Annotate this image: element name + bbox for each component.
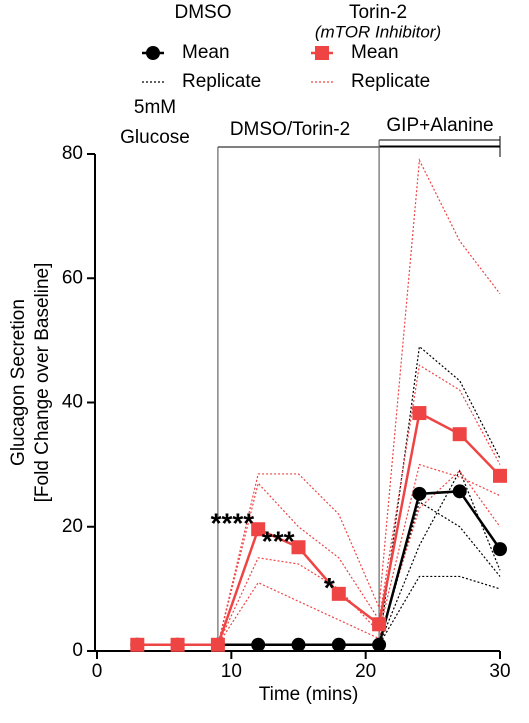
- y-tick-label: 40: [62, 392, 83, 413]
- x-axis-title: Time (mins): [259, 684, 359, 705]
- replicate-line: [137, 500, 501, 646]
- y-tick-label: 60: [62, 267, 83, 288]
- x-tick-label: 30: [489, 661, 510, 682]
- mean-line: [137, 490, 502, 647]
- mean-marker: [412, 406, 427, 421]
- mean-marker: [291, 637, 306, 652]
- legend-marker: [146, 46, 160, 60]
- mean-marker: [210, 637, 225, 652]
- replicate-line: [137, 364, 501, 646]
- mean-marker: [251, 637, 266, 652]
- legend-subtitle: (mTOR Inhibitor): [315, 22, 441, 41]
- mean-marker: [130, 637, 145, 652]
- significance-marker: ***: [262, 526, 295, 557]
- x-tick-label: 20: [355, 661, 376, 682]
- mean-marker: [493, 468, 507, 483]
- mean-line: [137, 411, 501, 647]
- legend-label: Replicate: [182, 71, 261, 92]
- y-tick-label: 80: [62, 143, 83, 164]
- x-tick-label: 10: [221, 661, 242, 682]
- legend-marker: [315, 46, 329, 60]
- mean-marker: [251, 522, 266, 537]
- phase-label: GIP+Alanine: [386, 115, 493, 136]
- legend-label: Mean: [351, 42, 399, 63]
- mean-marker: [452, 427, 467, 442]
- mean-marker: [493, 542, 507, 557]
- mean-marker: [412, 486, 427, 501]
- replicate-line: [137, 469, 501, 646]
- mean-marker: [372, 637, 387, 652]
- legend-label: Mean: [182, 42, 230, 63]
- legend-label: Replicate: [351, 71, 430, 92]
- mean-marker: [331, 637, 346, 652]
- mean-marker: [331, 586, 346, 601]
- phase-label: Glucose: [120, 127, 190, 148]
- y-axis-title: [Fold Change over Baseline]: [32, 263, 53, 503]
- phase-label: 5mM: [134, 97, 176, 118]
- y-tick-label: 0: [72, 640, 83, 661]
- legend-title: DMSO: [175, 2, 232, 23]
- y-axis-title: Glucagon Secretion: [8, 299, 29, 466]
- legend-title: Torin-2: [349, 2, 407, 23]
- mean-marker: [291, 540, 306, 555]
- mean-marker: [170, 637, 185, 652]
- mean-marker: [452, 484, 467, 499]
- significance-marker: ****: [211, 508, 255, 539]
- phase-label: DMSO/Torin-2: [230, 119, 350, 140]
- mean-marker: [372, 617, 387, 632]
- x-tick-label: 0: [92, 661, 103, 682]
- y-tick-label: 20: [62, 516, 83, 537]
- significance-marker: *: [324, 572, 335, 603]
